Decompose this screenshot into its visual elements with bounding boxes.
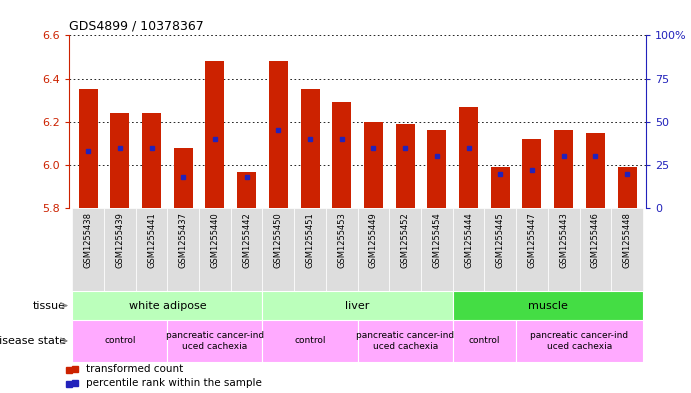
Text: GSM1255450: GSM1255450 — [274, 213, 283, 268]
Bar — [332, 102, 351, 208]
Bar — [167, 208, 199, 291]
Bar — [205, 61, 225, 208]
Bar — [427, 130, 446, 208]
Bar — [491, 167, 510, 208]
Bar — [548, 208, 580, 291]
Text: GSM1255439: GSM1255439 — [115, 213, 124, 268]
Bar — [231, 208, 263, 291]
Text: GSM1255445: GSM1255445 — [495, 213, 504, 268]
Bar — [554, 130, 573, 208]
Bar — [396, 124, 415, 208]
Bar — [453, 208, 484, 291]
Bar — [135, 208, 167, 291]
Bar — [358, 320, 453, 362]
Text: control: control — [104, 336, 135, 345]
Bar — [294, 208, 326, 291]
Text: pancreatic cancer-ind
uced cachexia: pancreatic cancer-ind uced cachexia — [531, 331, 629, 351]
Bar — [389, 208, 421, 291]
Bar — [612, 208, 643, 291]
Text: GSM1255453: GSM1255453 — [337, 213, 346, 268]
Text: pancreatic cancer-ind
uced cachexia: pancreatic cancer-ind uced cachexia — [356, 331, 454, 351]
Text: GSM1255447: GSM1255447 — [527, 213, 536, 268]
Bar — [104, 208, 135, 291]
Text: GSM1255448: GSM1255448 — [623, 213, 632, 268]
Bar — [73, 320, 167, 362]
Bar — [111, 113, 129, 208]
Text: GSM1255451: GSM1255451 — [305, 213, 314, 268]
Bar — [358, 208, 389, 291]
Bar — [459, 107, 478, 208]
Text: percentile rank within the sample: percentile rank within the sample — [86, 378, 263, 388]
Bar — [237, 171, 256, 208]
Text: GSM1255454: GSM1255454 — [433, 213, 442, 268]
Bar — [263, 320, 357, 362]
Bar — [79, 89, 97, 208]
Text: GSM1255446: GSM1255446 — [591, 213, 600, 268]
Bar — [421, 208, 453, 291]
Bar — [364, 122, 383, 208]
Bar — [522, 139, 542, 208]
Bar — [263, 291, 453, 320]
Bar — [173, 148, 193, 208]
Text: GSM1255438: GSM1255438 — [84, 213, 93, 268]
Text: GSM1255444: GSM1255444 — [464, 213, 473, 268]
Bar — [167, 320, 263, 362]
Text: control: control — [468, 336, 500, 345]
Bar — [618, 167, 636, 208]
Bar — [263, 208, 294, 291]
Bar — [580, 208, 612, 291]
Bar — [326, 208, 358, 291]
Bar — [516, 320, 643, 362]
Bar — [586, 132, 605, 208]
Text: liver: liver — [346, 301, 370, 310]
Text: GSM1255441: GSM1255441 — [147, 213, 156, 268]
Text: GSM1255440: GSM1255440 — [211, 213, 220, 268]
Text: GSM1255452: GSM1255452 — [401, 213, 410, 268]
Text: pancreatic cancer-ind
uced cachexia: pancreatic cancer-ind uced cachexia — [166, 331, 264, 351]
Text: disease state: disease state — [0, 336, 66, 346]
Text: transformed count: transformed count — [86, 364, 184, 374]
Bar — [199, 208, 231, 291]
Bar — [73, 291, 263, 320]
Bar — [269, 61, 288, 208]
Bar — [484, 208, 516, 291]
Bar — [516, 208, 548, 291]
Text: tissue: tissue — [33, 301, 66, 310]
Bar — [453, 291, 643, 320]
Text: GSM1255442: GSM1255442 — [242, 213, 251, 268]
Bar — [453, 320, 516, 362]
Text: muscle: muscle — [528, 301, 568, 310]
Bar — [142, 113, 161, 208]
Text: GDS4899 / 10378367: GDS4899 / 10378367 — [69, 20, 204, 33]
Text: GSM1255449: GSM1255449 — [369, 213, 378, 268]
Text: GSM1255443: GSM1255443 — [559, 213, 568, 268]
Text: GSM1255437: GSM1255437 — [179, 213, 188, 268]
Text: white adipose: white adipose — [129, 301, 206, 310]
Bar — [73, 208, 104, 291]
Bar — [301, 89, 319, 208]
Text: control: control — [294, 336, 325, 345]
